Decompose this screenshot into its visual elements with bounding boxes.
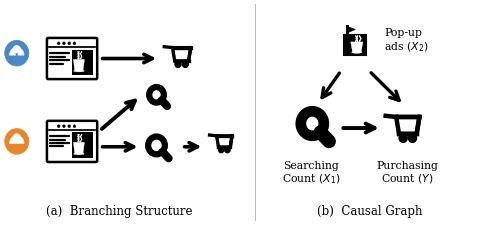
- Circle shape: [412, 137, 413, 140]
- FancyBboxPatch shape: [47, 39, 97, 80]
- Text: Pop-up
ads $(X_2)$: Pop-up ads $(X_2)$: [384, 28, 429, 53]
- Polygon shape: [74, 60, 84, 71]
- Polygon shape: [351, 43, 363, 52]
- Circle shape: [402, 137, 404, 140]
- Circle shape: [221, 150, 222, 151]
- Circle shape: [410, 136, 415, 141]
- Circle shape: [13, 134, 21, 142]
- Circle shape: [62, 125, 66, 128]
- Circle shape: [184, 64, 186, 66]
- Circle shape: [5, 41, 29, 67]
- Bar: [344, 36, 366, 56]
- Circle shape: [57, 43, 60, 46]
- Circle shape: [68, 43, 71, 46]
- Polygon shape: [347, 27, 355, 34]
- FancyBboxPatch shape: [47, 121, 97, 162]
- Ellipse shape: [352, 52, 362, 54]
- Circle shape: [57, 125, 60, 128]
- Circle shape: [177, 64, 179, 66]
- Ellipse shape: [74, 71, 84, 72]
- Circle shape: [401, 136, 406, 141]
- Circle shape: [73, 125, 76, 128]
- Text: (a)  Branching Structure: (a) Branching Structure: [45, 205, 192, 218]
- Circle shape: [68, 125, 71, 128]
- Circle shape: [227, 150, 228, 151]
- Wedge shape: [10, 48, 24, 56]
- Text: Purchasing
Count $(Y)$: Purchasing Count $(Y)$: [377, 160, 439, 185]
- Bar: [72, 133, 93, 158]
- Text: Searching
Count $(X_1)$: Searching Count $(X_1)$: [282, 160, 341, 185]
- Text: (b)  Causal Graph: (b) Causal Graph: [318, 205, 423, 218]
- Circle shape: [226, 148, 229, 152]
- Circle shape: [13, 46, 21, 54]
- Polygon shape: [74, 143, 84, 153]
- Circle shape: [183, 63, 187, 67]
- Circle shape: [176, 63, 180, 67]
- Polygon shape: [16, 54, 18, 59]
- Circle shape: [5, 129, 29, 155]
- Circle shape: [62, 43, 66, 46]
- Ellipse shape: [74, 153, 84, 155]
- Circle shape: [73, 43, 76, 46]
- Wedge shape: [10, 136, 24, 144]
- Circle shape: [220, 148, 223, 152]
- Bar: [72, 50, 93, 76]
